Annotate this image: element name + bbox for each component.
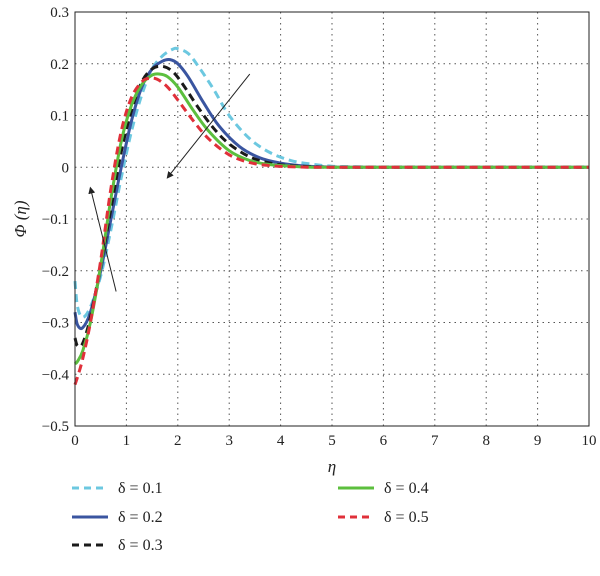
x-tick-label: 3 [225,433,233,449]
annotation-arrows [88,73,251,292]
x-tick-label: 9 [534,433,542,449]
legend-label-3: δ = 0.3 [118,537,163,554]
series-line-5 [73,76,589,386]
x-tick-label: 2 [174,433,182,449]
legend-label-2: δ = 0.2 [118,509,163,526]
y-tick-label: −0.1 [42,212,69,228]
legend-label-1: δ = 0.1 [118,480,163,497]
x-tick-label: 10 [582,433,597,449]
series-group [73,46,589,386]
x-tick-label: 0 [71,433,79,449]
legend: δ = 0.1 δ = 0.2 δ = 0.3 δ = 0.4 δ = 0.5 [72,480,429,554]
x-tick-label: 5 [328,433,336,449]
x-axis-label: η [328,457,336,476]
legend-label-4: δ = 0.4 [384,480,429,497]
y-tick-label: 0.1 [50,109,69,125]
y-axis-label: Φ (η) [11,200,30,237]
y-tick-label: 0 [62,160,70,176]
series-line-4 [73,72,589,366]
x-tick-label: 8 [482,433,490,449]
annotation-arrow-2 [88,186,117,292]
y-tick-label: −0.2 [42,264,69,280]
x-tick-labels: 0 1 2 3 4 5 6 7 8 9 10 [71,433,596,449]
y-tick-label: 0.3 [50,5,69,21]
annotation-arrow-1 [166,73,251,179]
x-tick-label: 4 [277,433,285,449]
x-tick-label: 7 [431,433,439,449]
y-tick-label: −0.5 [42,419,69,435]
y-tick-label: 0.2 [50,57,69,73]
series-line-3 [73,64,589,349]
y-tick-label: −0.4 [42,367,70,383]
legend-label-5: δ = 0.5 [384,509,429,526]
y-tick-labels: 0.3 0.2 0.1 0 −0.1 −0.2 −0.3 −0.4 −0.5 [42,5,70,435]
y-tick-label: −0.3 [42,316,69,332]
x-tick-label: 1 [123,433,131,449]
plot-frame [74,11,590,427]
x-tick-label: 6 [380,433,388,449]
